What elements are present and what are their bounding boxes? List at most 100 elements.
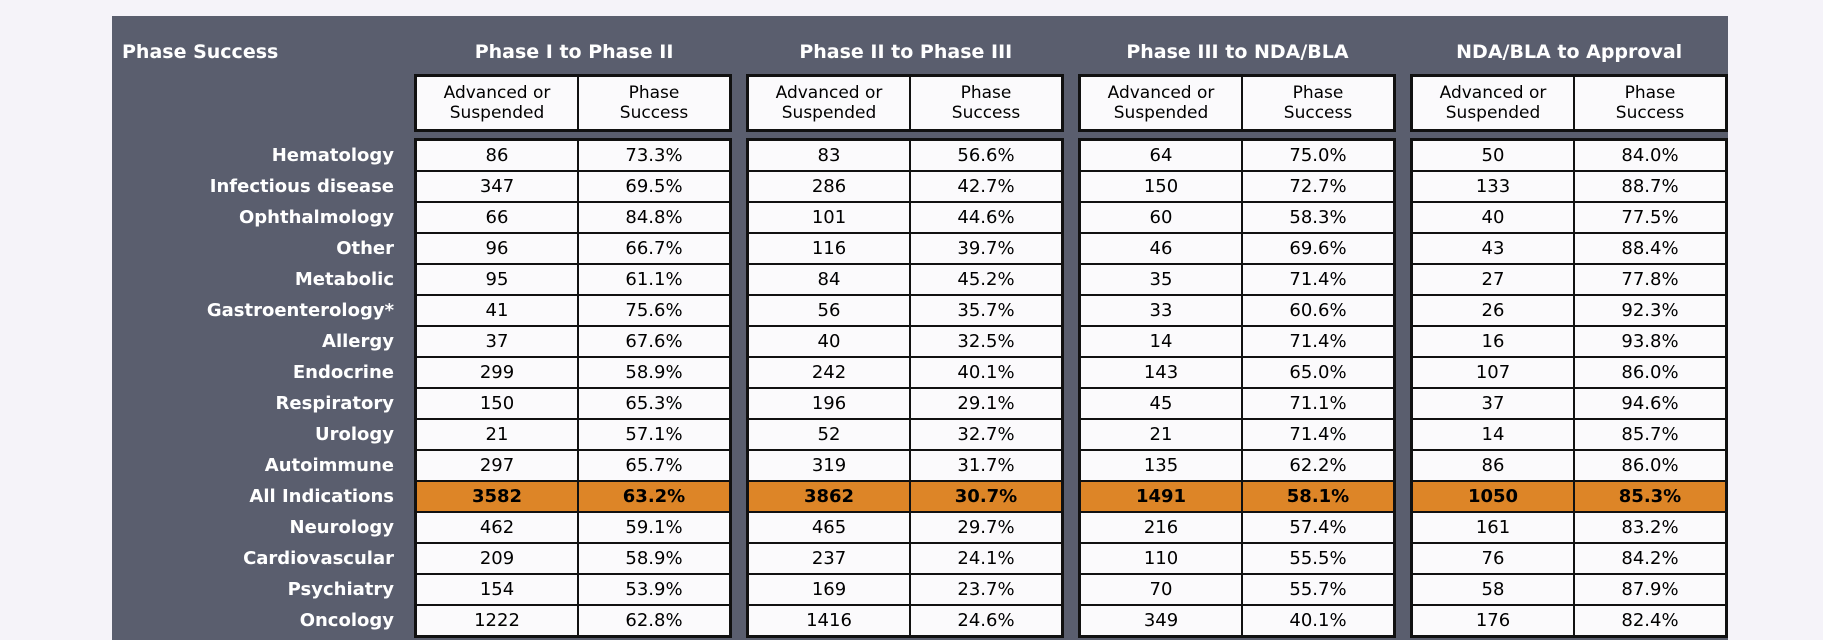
advanced-count-cell: 150	[1081, 172, 1241, 201]
advanced-count-cell: 83	[749, 141, 909, 170]
row-label: Cardiovascular	[243, 548, 394, 569]
advanced-count-cell: 242	[749, 358, 909, 387]
advanced-count-cell: 86	[417, 141, 577, 170]
advanced-count-cell: 96	[417, 234, 577, 263]
phase-success-cell: 87.9%	[1575, 575, 1725, 604]
advanced-count-cell: 27	[1413, 265, 1573, 294]
subheader-success: Phase Success	[1575, 77, 1725, 129]
advanced-count-cell: 133	[1413, 172, 1573, 201]
advanced-count-cell: 1222	[417, 606, 577, 635]
phase-success-cell: 62.8%	[579, 606, 729, 635]
advanced-count-cell: 46	[1081, 234, 1241, 263]
advanced-count-cell: 176	[1413, 606, 1573, 635]
phase-success-cell: 44.6%	[911, 203, 1061, 232]
phase-success-cell: 93.8%	[1575, 327, 1725, 356]
phase-success-cell: 45.2%	[911, 265, 1061, 294]
advanced-count-cell: 56	[749, 296, 909, 325]
advanced-count-cell: 37	[417, 327, 577, 356]
phase-success-cell: 32.7%	[911, 420, 1061, 449]
phase-success-cell: 69.6%	[1243, 234, 1393, 263]
row-label: Gastroenterology*	[206, 300, 394, 321]
advanced-count-cell: 299	[417, 358, 577, 387]
row-label: Urology	[314, 424, 394, 445]
column-group-header-phase3-nda: Phase III to NDA/BLA	[1126, 41, 1349, 63]
phase-success-cell: 71.4%	[1243, 265, 1393, 294]
phase-success-cell: 71.4%	[1243, 327, 1393, 356]
advanced-count-cell: 95	[417, 265, 577, 294]
advanced-count-cell: 43	[1413, 234, 1573, 263]
phase-success-cell: 29.1%	[911, 389, 1061, 418]
subheader-success: Phase Success	[579, 77, 729, 129]
phase-success-cell: 83.2%	[1575, 513, 1725, 542]
advanced-count-cell: 465	[749, 513, 909, 542]
phase-success-cell: 92.3%	[1575, 296, 1725, 325]
phase-success-cell: 63.2%	[579, 482, 729, 511]
advanced-count-cell: 116	[749, 234, 909, 263]
data-group-phase3-nda: 64 75.0% 150 72.7% 60 58.3% 46 69.6% 35 71.4% 33 60…	[1078, 138, 1396, 638]
advanced-count-cell: 37	[1413, 389, 1573, 418]
phase-success-cell: 65.3%	[579, 389, 729, 418]
row-labels-column: Hematology Infectious disease Ophthalmolog…	[120, 138, 400, 638]
advanced-count-cell: 297	[417, 451, 577, 480]
advanced-count-cell: 66	[417, 203, 577, 232]
phase-success-cell: 53.9%	[579, 575, 729, 604]
advanced-count-cell: 21	[1081, 420, 1241, 449]
row-label: Metabolic	[294, 269, 394, 290]
phase-success-cell: 75.0%	[1243, 141, 1393, 170]
phase-success-cell: 73.3%	[579, 141, 729, 170]
subheader-advanced: Advanced or Suspended	[417, 77, 577, 129]
header-row: Phase Success Phase I to Phase II Phase …	[120, 30, 1728, 74]
advanced-count-cell: 33	[1081, 296, 1241, 325]
data-group-nda-approval: 50 84.0% 133 88.7% 40 77.5% 43 88.4% 27 77.8% 26 92…	[1410, 138, 1728, 638]
phase-success-cell: 59.1%	[579, 513, 729, 542]
advanced-count-cell: 14	[1413, 420, 1573, 449]
row-label: Psychiatry	[287, 579, 394, 600]
phase-success-cell: 88.7%	[1575, 172, 1725, 201]
advanced-count-cell: 196	[749, 389, 909, 418]
phase-success-cell: 86.0%	[1575, 451, 1725, 480]
row-label: Infectious disease	[209, 176, 394, 197]
advanced-count-cell: 347	[417, 172, 577, 201]
column-group-header-phase2-3: Phase II to Phase III	[799, 41, 1013, 63]
phase-success-cell: 75.6%	[579, 296, 729, 325]
phase-success-cell: 84.2%	[1575, 544, 1725, 573]
column-group-header-nda-approval: NDA/BLA to Approval	[1456, 41, 1683, 63]
phase-success-cell: 40.1%	[1243, 606, 1393, 635]
advanced-count-cell: 58	[1413, 575, 1573, 604]
row-label: Allergy	[322, 331, 394, 352]
phase-success-cell: 40.1%	[911, 358, 1061, 387]
phase-success-cell: 57.4%	[1243, 513, 1393, 542]
phase-success-cell: 82.4%	[1575, 606, 1725, 635]
advanced-count-cell: 70	[1081, 575, 1241, 604]
phase-success-cell: 77.5%	[1575, 203, 1725, 232]
row-label: Other	[336, 238, 394, 259]
advanced-count-cell: 101	[749, 203, 909, 232]
advanced-count-cell: 64	[1081, 141, 1241, 170]
row-label: Respiratory	[275, 393, 394, 414]
advanced-count-cell: 462	[417, 513, 577, 542]
advanced-count-cell: 3582	[417, 482, 577, 511]
subheader-group-4: Advanced or Suspended Phase Success	[1410, 74, 1728, 132]
subheader-advanced: Advanced or Suspended	[749, 77, 909, 129]
phase-success-cell: 77.8%	[1575, 265, 1725, 294]
phase-success-cell: 23.7%	[911, 575, 1061, 604]
row-label: Hematology	[271, 145, 394, 166]
advanced-count-cell: 26	[1413, 296, 1573, 325]
phase-success-cell: 72.7%	[1243, 172, 1393, 201]
phase-success-cell: 84.0%	[1575, 141, 1725, 170]
advanced-count-cell: 209	[417, 544, 577, 573]
phase-success-cell: 71.1%	[1243, 389, 1393, 418]
advanced-count-cell: 169	[749, 575, 909, 604]
phase-success-cell: 55.7%	[1243, 575, 1393, 604]
phase-success-cell: 61.1%	[579, 265, 729, 294]
phase-success-cell: 65.7%	[579, 451, 729, 480]
advanced-count-cell: 21	[417, 420, 577, 449]
advanced-count-cell: 107	[1413, 358, 1573, 387]
phase-success-cell: 57.1%	[579, 420, 729, 449]
phase-success-cell: 58.1%	[1243, 482, 1393, 511]
advanced-count-cell: 286	[749, 172, 909, 201]
subheader-success: Phase Success	[1243, 77, 1393, 129]
row-label: Endocrine	[292, 362, 394, 383]
advanced-count-cell: 110	[1081, 544, 1241, 573]
advanced-count-cell: 41	[417, 296, 577, 325]
